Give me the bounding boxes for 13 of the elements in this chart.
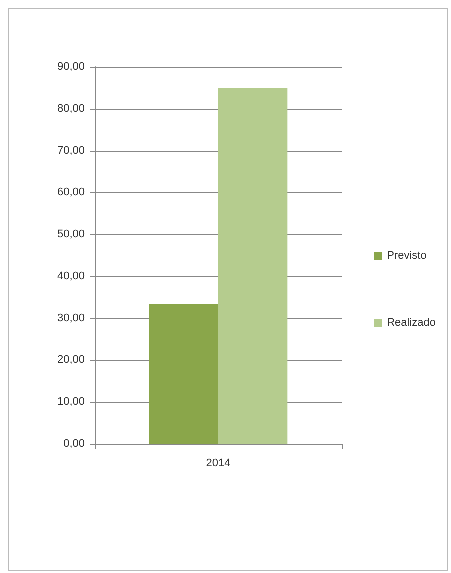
y-tick-label: 10,00 <box>57 396 85 408</box>
y-tick-label: 70,00 <box>57 144 85 157</box>
x-tick-label: 2014 <box>206 458 231 470</box>
y-tick-label: 60,00 <box>57 186 85 199</box>
y-tick-label: 80,00 <box>57 102 85 115</box>
y-tick-label: 30,00 <box>57 312 85 324</box>
legend-label: Previsto <box>387 250 427 262</box>
legend-label: Realizado <box>387 317 436 329</box>
y-tick-label: 20,00 <box>57 354 85 366</box>
y-tick-label: 40,00 <box>57 270 85 282</box>
y-tick-label: 90,00 <box>57 61 85 73</box>
y-tick-label: 50,00 <box>57 228 85 241</box>
y-tick-label: 0,00 <box>64 438 85 450</box>
